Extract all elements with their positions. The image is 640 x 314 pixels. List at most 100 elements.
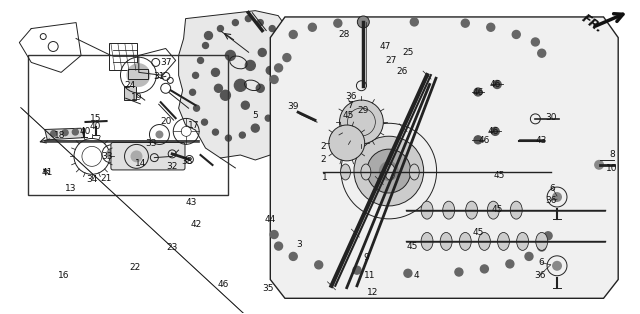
Circle shape xyxy=(308,23,316,31)
Bar xyxy=(129,69,148,79)
Circle shape xyxy=(493,80,501,89)
Text: 21: 21 xyxy=(100,174,111,183)
Text: 46: 46 xyxy=(218,280,229,289)
Circle shape xyxy=(220,90,230,100)
Circle shape xyxy=(241,101,250,109)
Circle shape xyxy=(525,252,533,260)
Text: 2: 2 xyxy=(321,155,326,164)
Text: 44: 44 xyxy=(265,215,276,224)
Circle shape xyxy=(594,160,604,170)
Text: 2: 2 xyxy=(321,143,326,151)
Circle shape xyxy=(232,19,238,25)
Text: 38: 38 xyxy=(182,157,193,166)
Circle shape xyxy=(474,88,482,96)
Circle shape xyxy=(289,252,297,260)
Circle shape xyxy=(474,136,482,144)
Circle shape xyxy=(189,89,196,95)
Circle shape xyxy=(275,105,281,111)
Text: 15: 15 xyxy=(90,114,102,123)
Text: 29: 29 xyxy=(358,106,369,115)
Circle shape xyxy=(193,105,200,111)
Text: 20: 20 xyxy=(160,117,172,127)
Text: 6: 6 xyxy=(539,258,545,267)
Circle shape xyxy=(202,42,209,48)
Text: 18: 18 xyxy=(54,131,66,140)
Circle shape xyxy=(359,18,367,26)
Circle shape xyxy=(334,19,342,27)
Circle shape xyxy=(72,129,78,135)
Circle shape xyxy=(193,72,198,78)
Circle shape xyxy=(275,242,283,250)
Text: 36: 36 xyxy=(534,271,545,280)
Text: 31: 31 xyxy=(154,72,165,81)
Text: 6: 6 xyxy=(550,184,556,193)
Text: 45: 45 xyxy=(492,205,503,214)
Circle shape xyxy=(283,54,291,62)
Text: 13: 13 xyxy=(65,184,76,193)
Ellipse shape xyxy=(510,201,522,219)
Circle shape xyxy=(270,75,278,84)
Text: 12: 12 xyxy=(367,289,378,297)
Circle shape xyxy=(287,79,293,85)
Ellipse shape xyxy=(410,164,419,180)
Circle shape xyxy=(245,60,255,70)
Circle shape xyxy=(552,261,562,271)
Circle shape xyxy=(218,25,223,32)
Circle shape xyxy=(315,261,323,269)
Circle shape xyxy=(270,230,278,239)
Text: 7: 7 xyxy=(348,101,353,110)
Ellipse shape xyxy=(340,164,351,180)
Circle shape xyxy=(461,19,469,27)
Text: 26: 26 xyxy=(396,67,407,76)
Text: 17: 17 xyxy=(188,121,200,130)
Circle shape xyxy=(156,131,163,138)
Ellipse shape xyxy=(421,232,433,250)
Text: 24: 24 xyxy=(125,81,136,90)
Text: 41: 41 xyxy=(42,167,53,176)
Text: 46: 46 xyxy=(472,89,484,97)
Circle shape xyxy=(410,18,419,26)
Text: 23: 23 xyxy=(166,243,178,252)
Text: 36: 36 xyxy=(545,196,556,205)
Text: 10: 10 xyxy=(606,165,618,173)
Text: 14: 14 xyxy=(134,159,146,168)
Text: 9: 9 xyxy=(363,253,369,262)
Text: FR.: FR. xyxy=(579,12,606,36)
Circle shape xyxy=(266,66,274,74)
Circle shape xyxy=(214,84,223,92)
Circle shape xyxy=(404,269,412,277)
Circle shape xyxy=(239,132,245,138)
Text: 22: 22 xyxy=(129,263,141,273)
Text: 11: 11 xyxy=(364,271,376,280)
Circle shape xyxy=(289,30,297,38)
Text: 34: 34 xyxy=(86,175,97,184)
Circle shape xyxy=(354,136,424,206)
Circle shape xyxy=(492,127,499,135)
Circle shape xyxy=(106,149,116,159)
Text: 32: 32 xyxy=(166,162,178,171)
Circle shape xyxy=(127,63,150,87)
Circle shape xyxy=(512,30,520,38)
Polygon shape xyxy=(45,128,84,140)
Text: 1: 1 xyxy=(322,173,328,182)
Circle shape xyxy=(245,16,252,22)
Polygon shape xyxy=(179,11,310,160)
Text: 16: 16 xyxy=(58,271,70,280)
Text: 43: 43 xyxy=(186,198,197,207)
Bar xyxy=(124,86,136,100)
Circle shape xyxy=(455,268,463,276)
Circle shape xyxy=(252,124,259,132)
Text: 19: 19 xyxy=(131,93,142,102)
Ellipse shape xyxy=(440,232,452,250)
Text: 45: 45 xyxy=(472,228,484,237)
Circle shape xyxy=(234,79,246,91)
Circle shape xyxy=(353,266,361,274)
Circle shape xyxy=(257,19,263,25)
Text: 43: 43 xyxy=(536,136,547,145)
Text: 39: 39 xyxy=(287,102,299,111)
Circle shape xyxy=(282,92,288,98)
Ellipse shape xyxy=(385,164,395,180)
Text: 46: 46 xyxy=(490,80,501,89)
Circle shape xyxy=(256,84,264,92)
Text: 36: 36 xyxy=(345,93,356,101)
